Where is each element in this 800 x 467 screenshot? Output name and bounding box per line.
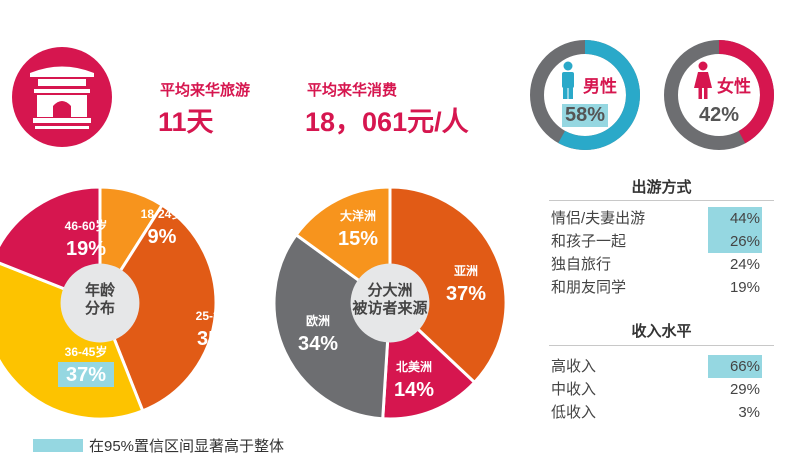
income-divider: [549, 345, 774, 346]
continent-slice-value-1: 14%: [394, 379, 434, 401]
female-label: 女性: [717, 77, 751, 96]
male-icon: [562, 61, 574, 99]
male-gender-ring: [530, 40, 640, 150]
income-row-label: 低收入: [551, 404, 597, 421]
travel-mode-divider: [549, 200, 774, 201]
gate-building-icon: [12, 47, 112, 147]
continent-slice-value-0: 37%: [446, 283, 486, 305]
continent-slice-value-3: 15%: [338, 228, 378, 250]
income-row-value: 66%: [708, 355, 762, 378]
income-row-value: 29%: [729, 381, 760, 398]
significance-legend-swatch: [33, 439, 83, 452]
travel-mode-row: 情侣/夫妻出游 44%: [551, 207, 776, 230]
continent-slice-label-3: 大洋洲: [340, 208, 376, 223]
age-center-label: 分布: [85, 299, 115, 317]
income-row-value: 3%: [738, 404, 760, 421]
age-center: [60, 263, 140, 343]
travel-mode-row-value: 26%: [708, 230, 762, 253]
travel-mode-row: 和朋友同学 19%: [551, 276, 776, 299]
income-title: 收入水平: [631, 323, 692, 340]
income-list: 高收入 66% 中收入 29% 低收入 3%: [551, 355, 776, 424]
age-slice-value-0: 9%: [148, 226, 177, 248]
travel-mode-row-value: 19%: [729, 279, 760, 296]
income-row: 中收入 29%: [551, 378, 776, 401]
age-slice-1: [98, 202, 218, 413]
travel-mode-row: 独自旅行 24%: [551, 253, 776, 276]
avg-stay-value: 11天: [158, 107, 214, 137]
travel-mode-row-label: 和朋友同学: [551, 279, 627, 296]
travel-mode-row-label: 情侣/夫妻出游: [551, 210, 646, 227]
travel-mode-title: 出游方式: [631, 179, 692, 196]
age-slice-value-1: 35%: [197, 328, 237, 350]
travel-mode-row-label: 独自旅行: [551, 256, 612, 273]
travel-mode-row: 和孩子一起 26%: [551, 230, 776, 253]
avg-spend-label: 平均来华消费: [307, 82, 398, 99]
age-center-label: 年龄: [85, 281, 116, 299]
age-slice-label-3: 46-60岁: [65, 218, 108, 233]
female-percent: 42%: [699, 104, 740, 126]
significance-legend-text: 在95%置信区间显著高于整体: [89, 438, 285, 455]
continent-slice-value-2: 34%: [298, 333, 338, 355]
income-row: 低收入 3%: [551, 401, 776, 424]
male-percent: 58%: [562, 104, 609, 127]
age-slice-value-3: 19%: [66, 238, 106, 260]
travel-mode-row-label: 和孩子一起: [551, 233, 627, 250]
avg-stay-label: 平均来华旅游: [160, 82, 251, 99]
income-row-label: 中收入: [551, 381, 597, 398]
income-row: 高收入 66%: [551, 355, 776, 378]
continent-slice-label-1: 北美洲: [396, 359, 432, 374]
age-slice-label-0: 18-24岁: [141, 206, 184, 221]
age-slice-value-2: 37%: [66, 364, 106, 386]
continent-center: [350, 263, 430, 343]
continent-center-label: 被访者来源: [352, 299, 427, 317]
continent-slice-0: [388, 185, 508, 385]
age-highlight-box-2: [58, 362, 114, 387]
continent-slice-2: [272, 232, 392, 421]
continent-slice-label-0: 亚洲: [454, 264, 478, 278]
age-slice-label-2: 36-45岁: [65, 344, 108, 359]
continent-slice-label-2: 欧洲: [306, 313, 330, 328]
male-label: 男性: [583, 77, 617, 96]
travel-mode-row-value: 24%: [729, 256, 760, 273]
age-slice-label-1: 25-35岁: [196, 308, 239, 323]
income-row-label: 高收入: [551, 358, 597, 375]
continent-center-label: 分大洲: [367, 281, 412, 299]
travel-mode-list: 情侣/夫妻出游 44% 和孩子一起 26% 独自旅行 24% 和朋友同学 19%: [551, 207, 776, 299]
avg-spend-value: 18，061元/人: [305, 107, 469, 137]
travel-mode-row-value: 44%: [708, 207, 762, 230]
female-gender-ring: [664, 40, 774, 150]
female-icon: [694, 61, 712, 99]
